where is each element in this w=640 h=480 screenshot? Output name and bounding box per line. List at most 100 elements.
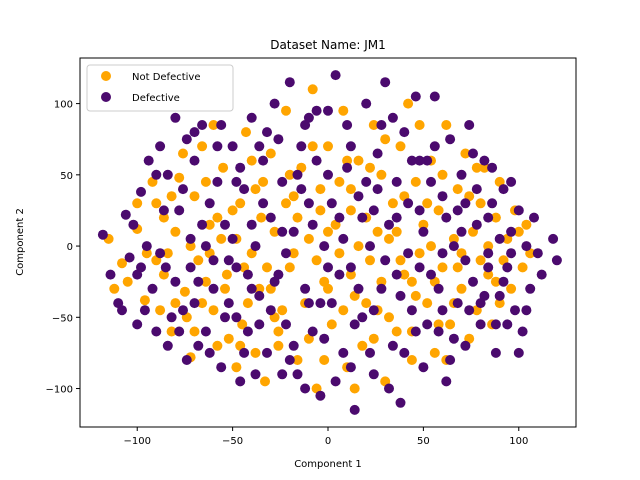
point-defective [429,141,440,152]
x-tick-label: 50 [417,436,430,447]
point-not-defective [284,262,295,273]
point-not-defective [338,105,349,116]
point-not-defective [223,333,234,344]
point-not-defective [414,248,425,259]
x-tick-label: −50 [222,436,243,447]
point-defective [342,162,353,173]
point-defective [204,198,215,209]
point-defective [330,376,341,387]
point-not-defective [292,355,303,365]
point-defective [212,141,223,152]
point-not-defective [372,226,383,237]
x-tick-label: 0 [325,436,331,447]
point-not-defective [399,269,410,280]
chart-title: Dataset Name: JM1 [270,38,386,52]
point-not-defective [380,134,391,145]
point-not-defective [281,105,291,116]
y-tick-label: 50 [60,171,73,182]
point-defective [231,262,242,273]
point-defective [334,269,345,280]
y-tick-label: −50 [52,313,73,324]
point-defective [490,347,501,358]
point-not-defective [475,255,486,266]
point-not-defective [452,262,463,273]
point-defective [166,312,177,323]
point-not-defective [235,198,246,209]
point-defective [365,241,375,252]
point-defective [178,305,188,316]
point-not-defective [349,383,360,394]
point-not-defective [132,198,143,209]
point-defective [437,191,448,202]
point-defective [330,70,341,81]
point-not-defective [193,255,204,266]
point-not-defective [221,269,232,280]
point-defective [284,355,295,365]
point-defective [147,283,158,294]
point-not-defective [109,283,120,294]
point-defective [464,305,475,316]
point-defective [212,176,223,187]
point-not-defective [517,262,528,273]
point-not-defective [471,162,482,173]
point-not-defective [391,326,402,337]
point-not-defective [265,148,276,159]
point-defective [445,134,456,145]
point-not-defective [174,172,185,183]
point-not-defective [256,212,267,223]
point-defective [220,219,230,230]
point-not-defective [189,191,200,202]
point-defective [376,120,387,130]
point-not-defective [361,298,372,309]
point-not-defective [139,295,150,306]
point-defective [204,347,215,358]
x-axis-label: Component 1 [294,459,362,470]
point-not-defective [254,283,265,294]
point-defective [189,155,200,166]
y-tick-label: 100 [54,100,73,111]
point-not-defective [117,258,127,269]
point-defective [160,262,171,273]
point-defective [326,298,337,309]
point-not-defective [433,319,444,330]
point-defective [532,248,543,259]
point-not-defective [288,191,299,202]
point-not-defective [231,362,242,373]
point-defective [338,347,349,358]
point-not-defective [166,326,177,337]
point-defective [479,155,490,166]
point-not-defective [365,162,375,173]
point-defective [189,127,200,138]
point-defective [502,319,513,330]
point-defective [124,252,135,263]
point-not-defective [452,184,463,195]
point-defective [181,355,192,365]
point-defective [231,176,242,187]
point-defective [452,298,463,309]
point-defective [185,233,196,244]
point-defective [132,319,143,330]
point-not-defective [483,269,494,280]
point-defective [506,176,517,187]
point-not-defective [521,219,532,230]
point-defective [277,369,288,380]
point-not-defective [237,319,248,330]
point-defective [254,319,265,330]
point-not-defective [212,212,223,223]
point-defective [235,376,246,387]
point-defective [307,219,318,230]
point-defective [136,186,146,197]
point-defective [128,219,139,230]
point-defective [288,340,299,351]
point-not-defective [170,226,181,237]
point-not-defective [429,347,440,358]
point-defective [319,333,330,344]
point-defective [143,155,154,166]
point-not-defective [494,298,505,309]
point-defective [387,112,398,123]
point-not-defective [490,276,501,287]
point-defective [208,283,219,294]
point-defective [288,226,299,237]
point-defective [132,269,143,280]
point-not-defective [376,276,387,287]
